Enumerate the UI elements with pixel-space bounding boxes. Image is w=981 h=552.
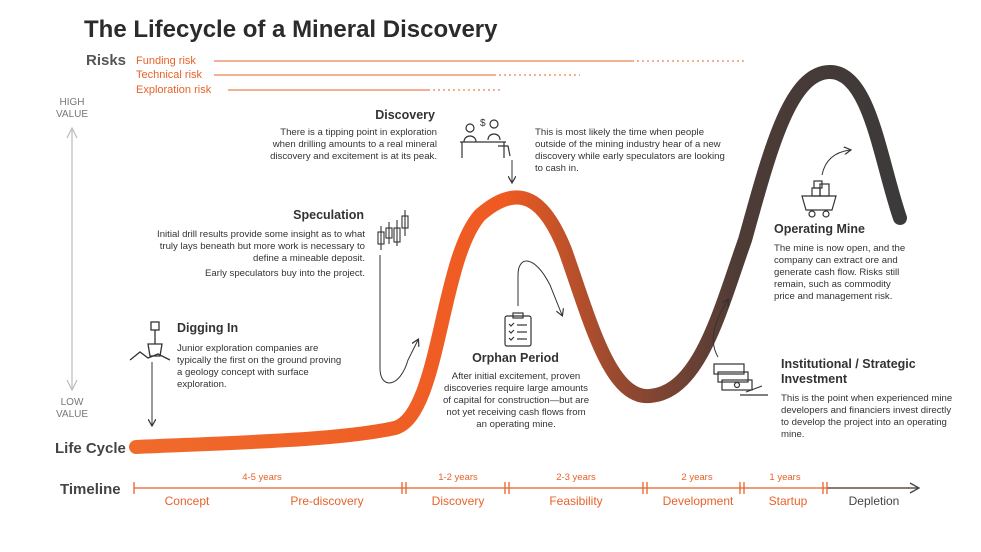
exploration-risk-label: Exploration risk [136, 84, 212, 96]
life-cycle-label: Life Cycle [55, 440, 126, 457]
orphan-period-text: After initial excitement, proven discove… [442, 371, 590, 430]
institutional-text: This is the point when experienced mine … [781, 393, 953, 440]
mine-cart-icon [801, 180, 837, 218]
phase-concept: Concept [164, 494, 210, 508]
duration-discovery: 1-2 years [438, 472, 478, 483]
duration-development: 2 years [681, 472, 713, 483]
discovery-text: There is a tipping point in exploration … [270, 127, 437, 162]
phase-discovery: Discovery [431, 494, 485, 508]
operating-mine-heading: Operating Mine [774, 222, 865, 236]
operating-mine-text: The mine is now open, and the company ca… [774, 243, 906, 302]
orphan-period-heading: Orphan Period [472, 351, 559, 365]
technical-risk-label: Technical risk [136, 69, 203, 81]
timeline-label: Timeline [60, 481, 121, 498]
funding-risk-label: Funding risk [136, 55, 196, 67]
shovel-icon [129, 321, 171, 361]
risks-heading: Risks [86, 52, 127, 69]
duration-concept-predisc: 4-5 years [242, 472, 282, 483]
svg-text:$: $ [480, 118, 486, 129]
digging-in-heading: Digging In [177, 321, 239, 335]
phase-depletion: Depletion [848, 494, 900, 508]
page-title: The Lifecycle of a Mineral Discovery [84, 16, 498, 43]
speculation-heading: Speculation [293, 208, 364, 222]
low-value-label: LOW VALUE [55, 397, 89, 420]
speculation-text: Initial drill results provide some insig… [157, 229, 365, 264]
money-stack-icon [713, 363, 768, 396]
phase-development: Development [662, 494, 734, 508]
phase-startup: Startup [768, 494, 808, 508]
candlestick-icon [377, 210, 409, 250]
duration-startup: 1 years [769, 472, 801, 483]
discovery-heading: Discovery [375, 108, 435, 122]
high-value-label: HIGH VALUE [55, 97, 89, 120]
investors-desk-icon: $ [460, 118, 511, 158]
speculation-text-2: Early speculators buy into the project. [205, 268, 365, 279]
digging-in-text: Junior exploration companies are typical… [177, 343, 342, 390]
institutional-heading: Institutional / Strategic Investment [781, 357, 916, 386]
duration-feasibility: 2-3 years [556, 472, 596, 483]
phase-pre-discovery: Pre-discovery [290, 494, 364, 508]
discovery-note: This is most likely the time when people… [535, 127, 725, 174]
phase-feasibility: Feasibility [549, 494, 603, 508]
checklist-icon [504, 312, 532, 347]
lifecycle-curve [129, 64, 907, 454]
